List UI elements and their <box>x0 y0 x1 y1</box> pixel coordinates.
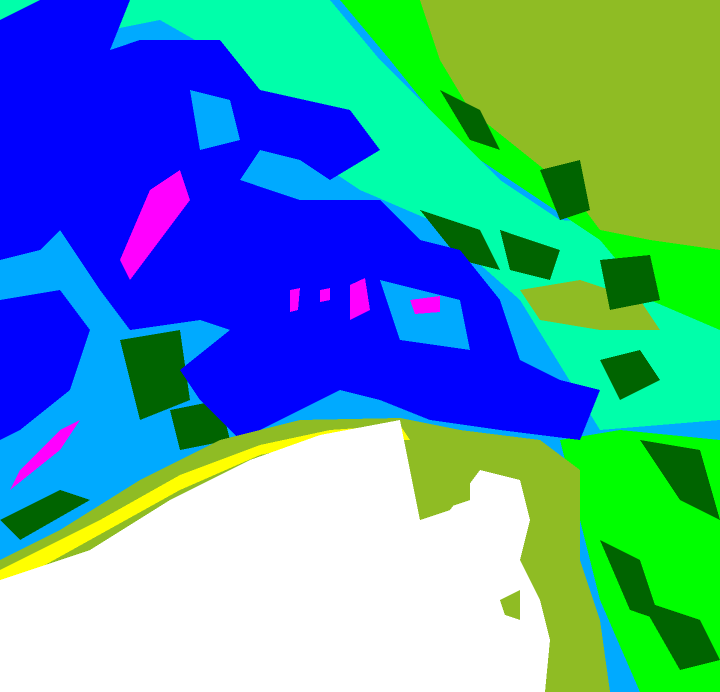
region-dark-green <box>0 90 720 670</box>
region-no-data <box>0 420 550 692</box>
region-olive-top <box>420 0 720 250</box>
region-aqua-top <box>0 0 720 430</box>
region-light-blue-inlay2 <box>380 280 470 350</box>
region-magenta <box>10 170 440 490</box>
region-light-blue-inlay <box>190 90 240 150</box>
region-olive-patch <box>520 280 660 330</box>
region-olive-island2 <box>500 590 520 620</box>
region-blue-left <box>0 290 90 440</box>
region-olive-island <box>410 450 470 520</box>
